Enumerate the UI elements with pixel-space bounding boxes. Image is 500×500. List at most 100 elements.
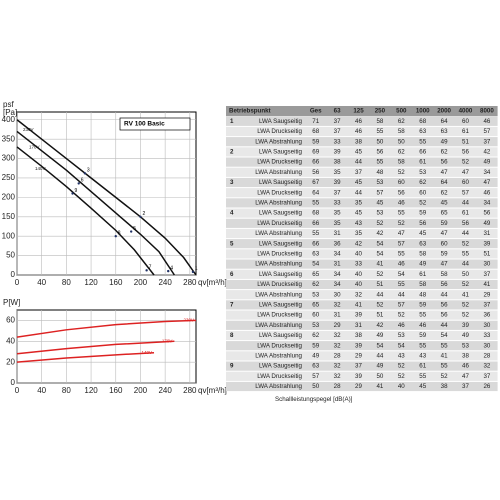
table-cell: 44	[462, 230, 469, 237]
table-cell: 61	[462, 210, 469, 217]
table-row-bg	[226, 290, 498, 300]
table-cell: 41	[483, 281, 490, 288]
series-line	[16, 352, 155, 363]
table-cell: 62	[398, 149, 405, 156]
table-cell: 55	[419, 312, 426, 319]
table-row-label: LWA Saugseitig	[259, 332, 303, 339]
table-cell: 31	[355, 322, 362, 329]
x-tick-label: 240	[158, 386, 172, 395]
table-row-bg	[226, 228, 498, 239]
table-cell: 29	[355, 353, 362, 360]
table-cell: 59	[312, 342, 319, 349]
y-axis-label: psf	[3, 100, 14, 109]
table-header: 4000	[459, 108, 473, 115]
table-cell: 61	[419, 363, 426, 370]
y-tick-label: 20	[6, 357, 15, 366]
y-tick-label: 60	[6, 316, 15, 325]
x-axis-label: qv[m³/h]	[198, 278, 227, 287]
table-cell: 61	[419, 159, 426, 166]
table-row-label: LWA Abstrahlung	[255, 291, 302, 298]
table-cell: 57	[398, 302, 405, 309]
x-tick-label: 40	[37, 386, 46, 395]
table-cell: 55	[419, 342, 426, 349]
table-cell: 34	[334, 271, 341, 278]
table-cell: 40	[355, 281, 362, 288]
table-cell: 50	[462, 271, 469, 278]
legend-box	[119, 117, 191, 131]
table-cell: 50	[376, 373, 383, 380]
table-cell: 31	[483, 230, 490, 237]
table-cell: 33	[355, 261, 362, 268]
x-axis-label: qv[m³/h]	[198, 386, 227, 395]
table-cell: 53	[376, 210, 383, 217]
table-cell: 46	[355, 118, 362, 125]
y-tick-label: 0	[11, 270, 16, 279]
table-cell: 62	[441, 189, 448, 196]
table-cell: 32	[334, 332, 341, 339]
table-cell: 46	[462, 363, 469, 370]
table-header: 1000	[416, 108, 430, 115]
table-cell: 56	[398, 189, 405, 196]
operating-point	[114, 234, 117, 238]
table-cell: 52	[462, 159, 469, 166]
table-cell: 45	[419, 383, 426, 390]
table-cell: 52	[398, 363, 405, 370]
table-cell: 45	[376, 200, 383, 207]
table-cell: 52	[462, 302, 469, 309]
table-cell: 57	[462, 189, 469, 196]
table-cell: 37	[483, 271, 490, 278]
table-row-bg	[226, 116, 498, 126]
table-cell: 56	[441, 312, 448, 319]
series-line	[16, 146, 155, 276]
table-cell: 34	[334, 251, 341, 258]
table-cell: 35	[334, 169, 341, 176]
table-cell: 59	[312, 138, 319, 145]
table-cell: 58	[398, 128, 405, 135]
table-point: 1	[230, 118, 234, 125]
table-cell: 52	[398, 373, 405, 380]
series-line	[16, 130, 176, 276]
table-cell: 49	[483, 220, 490, 227]
table-cell: 28	[334, 383, 341, 390]
table-cell: 55	[441, 363, 448, 370]
table-cell: 50	[312, 383, 319, 390]
table-cell: 39	[355, 373, 362, 380]
table-row-label: LWA Abstrahlung	[255, 169, 302, 176]
table-cell: 59	[419, 210, 426, 217]
table-cell: 56	[483, 210, 490, 217]
y-tick-label: 350	[2, 134, 16, 143]
table-cell: 56	[312, 169, 319, 176]
table-cell: 52	[462, 240, 469, 247]
table-row-bg	[226, 198, 498, 208]
table-cell: 30	[483, 322, 490, 329]
table-cell: 54	[398, 342, 405, 349]
table-cell: 28	[483, 353, 490, 360]
table-cell: 46	[419, 322, 426, 329]
table-row-bg	[226, 361, 498, 371]
table-cell: 52	[398, 169, 405, 176]
table-row-bg	[226, 269, 498, 279]
x-tick-label: 120	[84, 386, 98, 395]
table-cell: 51	[376, 312, 383, 319]
table-cell: 55	[398, 210, 405, 217]
y-tick-label: 0	[11, 378, 16, 387]
table-row-label: LWA Abstrahlung	[255, 138, 302, 145]
table-cell: 32	[334, 342, 341, 349]
table-cell: 45	[355, 179, 362, 186]
table-row-bg	[226, 239, 498, 249]
table-row-label: LWA Druckseitig	[257, 189, 302, 196]
table-cell: 47	[441, 230, 448, 237]
x-tick-label: 80	[62, 386, 71, 395]
table-cell: 53	[419, 169, 426, 176]
table-point: 3	[230, 179, 234, 186]
table-cell: 53	[398, 332, 405, 339]
table-cell: 64	[441, 118, 448, 125]
table-cell: 53	[312, 322, 319, 329]
table-cell: 36	[483, 312, 490, 319]
table-cell: 39	[334, 179, 341, 186]
table-cell: 63	[312, 363, 319, 370]
table-cell: 37	[334, 189, 341, 196]
table-cell: 56	[441, 159, 448, 166]
table-cell: 55	[376, 128, 383, 135]
table-cell: 46	[483, 189, 490, 196]
